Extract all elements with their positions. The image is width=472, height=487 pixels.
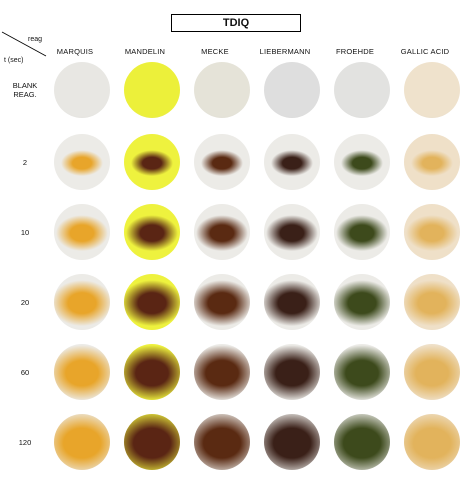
test-well (194, 414, 250, 470)
test-well (54, 274, 110, 330)
reagent-axis-label: reag (28, 36, 43, 43)
row-header-3: 20 (20, 297, 30, 307)
test-well (194, 274, 250, 330)
test-well (404, 414, 460, 470)
column-header-froehde: FROEHDE (335, 47, 375, 56)
test-well (54, 344, 110, 400)
test-well (194, 62, 250, 118)
test-well (124, 204, 180, 260)
test-well (264, 344, 320, 400)
test-well (194, 344, 250, 400)
test-well (334, 62, 390, 118)
test-well (404, 134, 460, 190)
test-well (194, 204, 250, 260)
row-header-2: 10 (20, 227, 30, 237)
test-well (124, 274, 180, 330)
test-well (334, 414, 390, 470)
test-well (124, 344, 180, 400)
test-well (264, 414, 320, 470)
column-header-mandelin: MANDELIN (124, 47, 166, 56)
test-well (264, 62, 320, 118)
column-header-marquis: MARQUIS (56, 47, 94, 56)
test-well (194, 134, 250, 190)
row-header-5: 120 (18, 437, 32, 447)
test-well (334, 274, 390, 330)
test-well (334, 134, 390, 190)
test-well (124, 62, 180, 118)
row-header-4: 60 (20, 367, 30, 377)
test-well (54, 62, 110, 118)
test-well (404, 62, 460, 118)
test-well (124, 414, 180, 470)
test-well (404, 344, 460, 400)
column-header-gallic-acid: GALLIC ACID (400, 47, 450, 56)
test-well (54, 204, 110, 260)
test-well (264, 134, 320, 190)
column-header-liebermann: LIEBERMANN (259, 47, 311, 56)
diagonal-divider (1, 31, 47, 57)
time-axis-label: t (sec) (4, 57, 24, 64)
test-well (404, 274, 460, 330)
column-header-mecke: MECKE (201, 47, 229, 56)
test-well (54, 414, 110, 470)
test-well (264, 274, 320, 330)
test-well (264, 204, 320, 260)
test-well (404, 204, 460, 260)
reagent-panel-title: TDIQ (171, 14, 301, 32)
test-well (124, 134, 180, 190)
test-well (334, 204, 390, 260)
row-header-0: BLANK REAG. (12, 81, 38, 99)
test-well (54, 134, 110, 190)
table-corner-header: reag t (sec) (0, 30, 60, 80)
row-header-1: 2 (22, 157, 28, 167)
test-well (334, 344, 390, 400)
